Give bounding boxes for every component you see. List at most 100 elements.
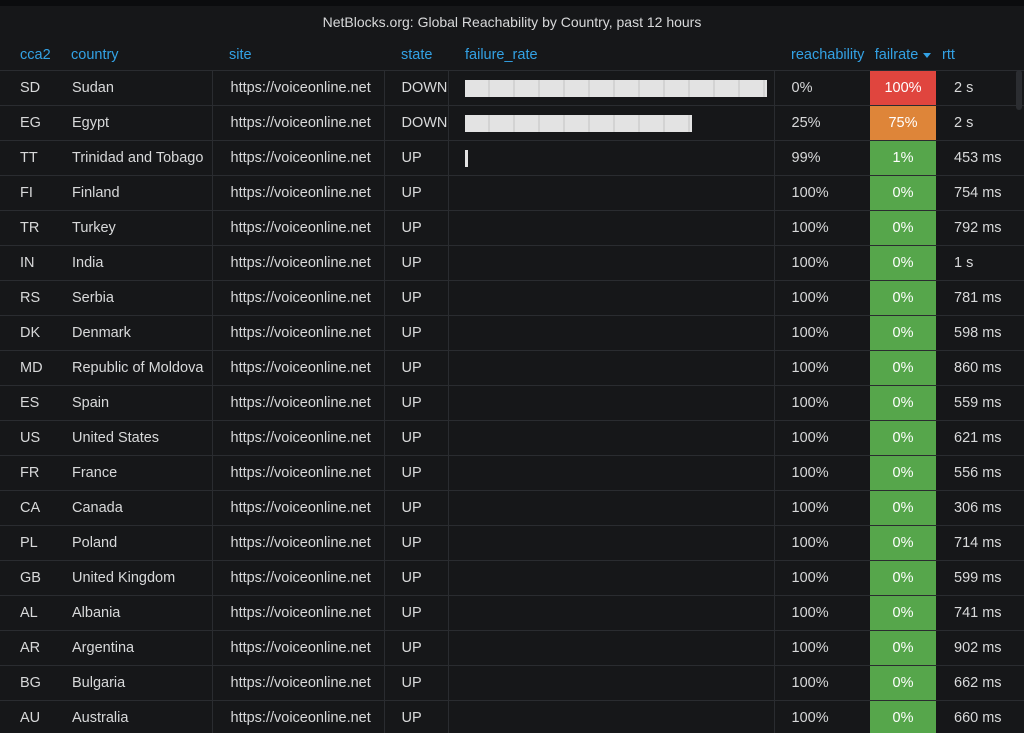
- table-row[interactable]: RS Serbia https://voiceonline.net UP 100% 0% 7…: [0, 280, 1024, 316]
- site-cell: https://voiceonline.net: [212, 560, 385, 596]
- reachability-cell: 99%: [774, 140, 870, 176]
- site-cell: https://voiceonline.net: [212, 280, 385, 316]
- column-header-cca2[interactable]: cca2: [20, 47, 51, 63]
- table-row[interactable]: FI Finland https://voiceonline.net UP 100% 0%…: [0, 175, 1024, 211]
- column-header-failrate[interactable]: failrate: [870, 40, 936, 71]
- reachability-cell: 100%: [774, 700, 870, 733]
- state-cell: UP: [384, 700, 449, 733]
- failure-rate-cell: [448, 350, 775, 386]
- column-header-site[interactable]: site: [229, 47, 252, 63]
- state-cell: UP: [384, 455, 449, 491]
- rtt-cell: 453 ms: [936, 140, 1024, 176]
- state-cell: UP: [384, 420, 449, 456]
- site-cell: https://voiceonline.net: [212, 105, 385, 141]
- country-cell: Denmark: [54, 315, 213, 351]
- failrate-cell: 0%: [870, 420, 936, 456]
- cca2-cell: PL: [0, 525, 54, 561]
- table-row[interactable]: TR Turkey https://voiceonline.net UP 100% 0% 7…: [0, 210, 1024, 246]
- table-row[interactable]: DK Denmark https://voiceonline.net UP 100% 0%…: [0, 315, 1024, 351]
- state-cell: UP: [384, 560, 449, 596]
- reachability-cell: 100%: [774, 595, 870, 631]
- failure-rate-cell: [448, 315, 775, 351]
- failure-rate-cell: [448, 595, 775, 631]
- reachability-cell: 100%: [774, 560, 870, 596]
- reachability-cell: 100%: [774, 455, 870, 491]
- rtt-cell: 559 ms: [936, 385, 1024, 421]
- panel-title[interactable]: NetBlocks.org: Global Reachability by Co…: [322, 14, 702, 30]
- table-row[interactable]: TT Trinidad and Tobago https://voiceonline…: [0, 140, 1024, 176]
- column-header-failrate-label: failrate: [874, 47, 919, 63]
- reachability-table: cca2 country site state failure_rate rea…: [0, 40, 1024, 733]
- state-cell: UP: [384, 245, 449, 281]
- failure-rate-cell: [448, 630, 775, 666]
- site-cell: https://voiceonline.net: [212, 490, 385, 526]
- cca2-cell: IN: [0, 245, 54, 281]
- table-row[interactable]: GB United Kingdom https://voiceonline.net U…: [0, 560, 1024, 596]
- country-cell: United Kingdom: [54, 560, 213, 596]
- country-cell: Trinidad and Tobago: [54, 140, 213, 176]
- table-row[interactable]: US United States https://voiceonline.net UP…: [0, 420, 1024, 456]
- reachability-cell: 0%: [774, 70, 870, 106]
- cca2-cell: ES: [0, 385, 54, 421]
- rtt-cell: 754 ms: [936, 175, 1024, 211]
- failrate-cell: 100%: [870, 70, 936, 106]
- column-header-failure-rate[interactable]: failure_rate: [465, 47, 538, 63]
- state-cell: UP: [384, 665, 449, 701]
- table-row[interactable]: PL Poland https://voiceonline.net UP 100% 0% 7…: [0, 525, 1024, 561]
- column-header-state[interactable]: state: [401, 47, 433, 63]
- country-cell: Sudan: [54, 70, 213, 106]
- table-row[interactable]: AR Argentina https://voiceonline.net UP 100%…: [0, 630, 1024, 666]
- failure-rate-cell: [448, 280, 775, 316]
- cca2-cell: SD: [0, 70, 54, 106]
- rtt-cell: 781 ms: [936, 280, 1024, 316]
- reachability-cell: 25%: [774, 105, 870, 141]
- cca2-cell: GB: [0, 560, 54, 596]
- state-cell: UP: [384, 595, 449, 631]
- failure-rate-bar: [464, 149, 468, 167]
- failrate-cell: 0%: [870, 490, 936, 526]
- table-row[interactable]: AL Albania https://voiceonline.net UP 100% 0%…: [0, 595, 1024, 631]
- column-header-country[interactable]: country: [71, 47, 119, 63]
- table-row[interactable]: IN India https://voiceonline.net UP 100% 0% 1 …: [0, 245, 1024, 281]
- column-header-rtt[interactable]: rtt: [942, 47, 955, 63]
- country-cell: Canada: [54, 490, 213, 526]
- failrate-cell: 0%: [870, 630, 936, 666]
- reachability-cell: 100%: [774, 525, 870, 561]
- rtt-cell: 556 ms: [936, 455, 1024, 491]
- rtt-cell: 741 ms: [936, 595, 1024, 631]
- failrate-cell: 0%: [870, 385, 936, 421]
- cca2-cell: EG: [0, 105, 54, 141]
- failrate-cell: 0%: [870, 175, 936, 211]
- reachability-cell: 100%: [774, 385, 870, 421]
- reachability-cell: 100%: [774, 210, 870, 246]
- state-cell: UP: [384, 315, 449, 351]
- table-row[interactable]: FR France https://voiceonline.net UP 100% 0% 5…: [0, 455, 1024, 491]
- table-row[interactable]: BG Bulgaria https://voiceonline.net UP 100% 0…: [0, 665, 1024, 701]
- state-cell: UP: [384, 525, 449, 561]
- state-cell: UP: [384, 140, 449, 176]
- site-cell: https://voiceonline.net: [212, 175, 385, 211]
- table-row[interactable]: ES Spain https://voiceonline.net UP 100% 0% 55…: [0, 385, 1024, 421]
- table-row[interactable]: AU Australia https://voiceonline.net UP 100%…: [0, 700, 1024, 733]
- rtt-cell: 714 ms: [936, 525, 1024, 561]
- country-cell: Serbia: [54, 280, 213, 316]
- column-header-reachability[interactable]: reachability: [791, 47, 865, 63]
- failrate-cell: 0%: [870, 280, 936, 316]
- table-row[interactable]: SD Sudan https://voiceonline.net DOWN 0% 100%…: [0, 70, 1024, 106]
- caret-down-icon: [923, 52, 932, 58]
- failrate-cell: 0%: [870, 700, 936, 733]
- country-cell: Albania: [54, 595, 213, 631]
- country-cell: Finland: [54, 175, 213, 211]
- reachability-cell: 100%: [774, 315, 870, 351]
- table-row[interactable]: EG Egypt https://voiceonline.net DOWN 25% 75%…: [0, 105, 1024, 141]
- failrate-cell: 75%: [870, 105, 936, 141]
- state-cell: UP: [384, 350, 449, 386]
- failrate-cell: 0%: [870, 455, 936, 491]
- rtt-cell: 860 ms: [936, 350, 1024, 386]
- state-cell: UP: [384, 210, 449, 246]
- table-row[interactable]: MD Republic of Moldova https://voiceonline…: [0, 350, 1024, 386]
- rtt-cell: 792 ms: [936, 210, 1024, 246]
- cca2-cell: RS: [0, 280, 54, 316]
- scrollbar[interactable]: [1016, 70, 1022, 110]
- table-row[interactable]: CA Canada https://voiceonline.net UP 100% 0% 3…: [0, 490, 1024, 526]
